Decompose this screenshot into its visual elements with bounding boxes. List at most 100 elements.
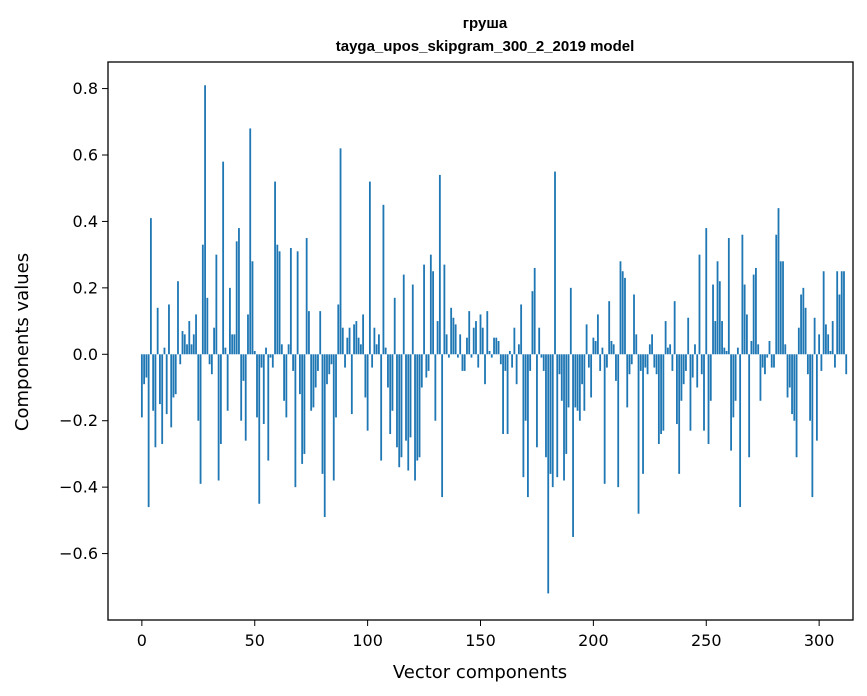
bar [804, 307, 807, 355]
bar [438, 174, 441, 355]
y-tick-label: 0.4 [73, 212, 98, 231]
bar [540, 354, 543, 358]
bar [612, 344, 615, 355]
bar [328, 354, 331, 375]
bar [606, 354, 608, 368]
bar [341, 327, 344, 355]
bar [748, 354, 751, 458]
bar [527, 354, 529, 498]
bar [666, 347, 669, 355]
bar [251, 261, 254, 355]
bar [294, 354, 297, 488]
bar [741, 234, 744, 355]
bar [768, 341, 771, 355]
bar [714, 321, 717, 355]
bar [195, 314, 197, 355]
bar [709, 354, 712, 401]
bar [750, 341, 753, 355]
bar [165, 354, 168, 415]
bar [691, 354, 694, 378]
bar [337, 304, 340, 355]
bar [818, 334, 821, 355]
bar [813, 317, 816, 355]
bar [373, 327, 376, 355]
bar [635, 334, 638, 355]
bar [452, 317, 455, 355]
bar [423, 264, 425, 355]
bar [323, 354, 326, 518]
bar [547, 354, 550, 594]
bar [479, 314, 482, 355]
bar [183, 334, 186, 355]
bar [779, 261, 782, 355]
bar [357, 337, 360, 355]
bar [450, 307, 453, 355]
bar [569, 287, 572, 355]
bar [181, 331, 184, 355]
bar [192, 334, 195, 355]
bar [188, 321, 191, 355]
bar [603, 354, 606, 484]
bar [344, 354, 346, 368]
bar [531, 291, 534, 355]
bar [389, 354, 392, 434]
bar [298, 354, 301, 395]
bar [260, 354, 263, 368]
bar [355, 321, 358, 355]
bar [213, 327, 216, 355]
bar [143, 354, 146, 385]
bar [224, 347, 227, 355]
bar [838, 294, 841, 355]
bar [513, 327, 516, 355]
bar [445, 334, 448, 355]
bar [786, 354, 789, 398]
bar [734, 354, 737, 401]
bar [308, 311, 310, 355]
bar [644, 354, 647, 368]
bar [626, 354, 629, 408]
bar [601, 347, 604, 355]
bar [457, 354, 459, 358]
y-tick-label: 0.8 [73, 79, 98, 98]
bar [520, 304, 523, 355]
chart-title: груша [463, 15, 508, 32]
bar [673, 301, 676, 355]
bar [549, 354, 552, 474]
bar [393, 297, 396, 355]
bar [587, 354, 590, 368]
bar [317, 354, 319, 371]
bar [759, 354, 762, 401]
y-tick-label: 0.6 [73, 146, 98, 165]
bar [366, 354, 369, 431]
bar [219, 354, 222, 444]
bar [411, 284, 414, 355]
bar [682, 354, 685, 385]
bar [429, 254, 432, 355]
bar [359, 344, 362, 355]
bar [685, 354, 687, 371]
bar [834, 354, 836, 368]
bar [822, 271, 825, 355]
bar [637, 354, 640, 514]
bar [565, 354, 568, 454]
bar [382, 204, 385, 355]
x-tick-label: 50 [245, 631, 265, 650]
bar [208, 354, 211, 365]
bar [414, 354, 416, 481]
bar [624, 277, 626, 355]
bar [499, 354, 502, 365]
bar [461, 354, 464, 371]
bar [795, 354, 798, 458]
bar [694, 344, 696, 355]
bar [793, 354, 796, 421]
bar [156, 307, 159, 355]
bar [346, 337, 349, 355]
bar [676, 354, 678, 425]
bar [558, 354, 561, 375]
bar [506, 354, 509, 434]
bar [490, 354, 493, 358]
bar [186, 344, 188, 355]
bar [660, 354, 663, 434]
bar [233, 334, 236, 355]
